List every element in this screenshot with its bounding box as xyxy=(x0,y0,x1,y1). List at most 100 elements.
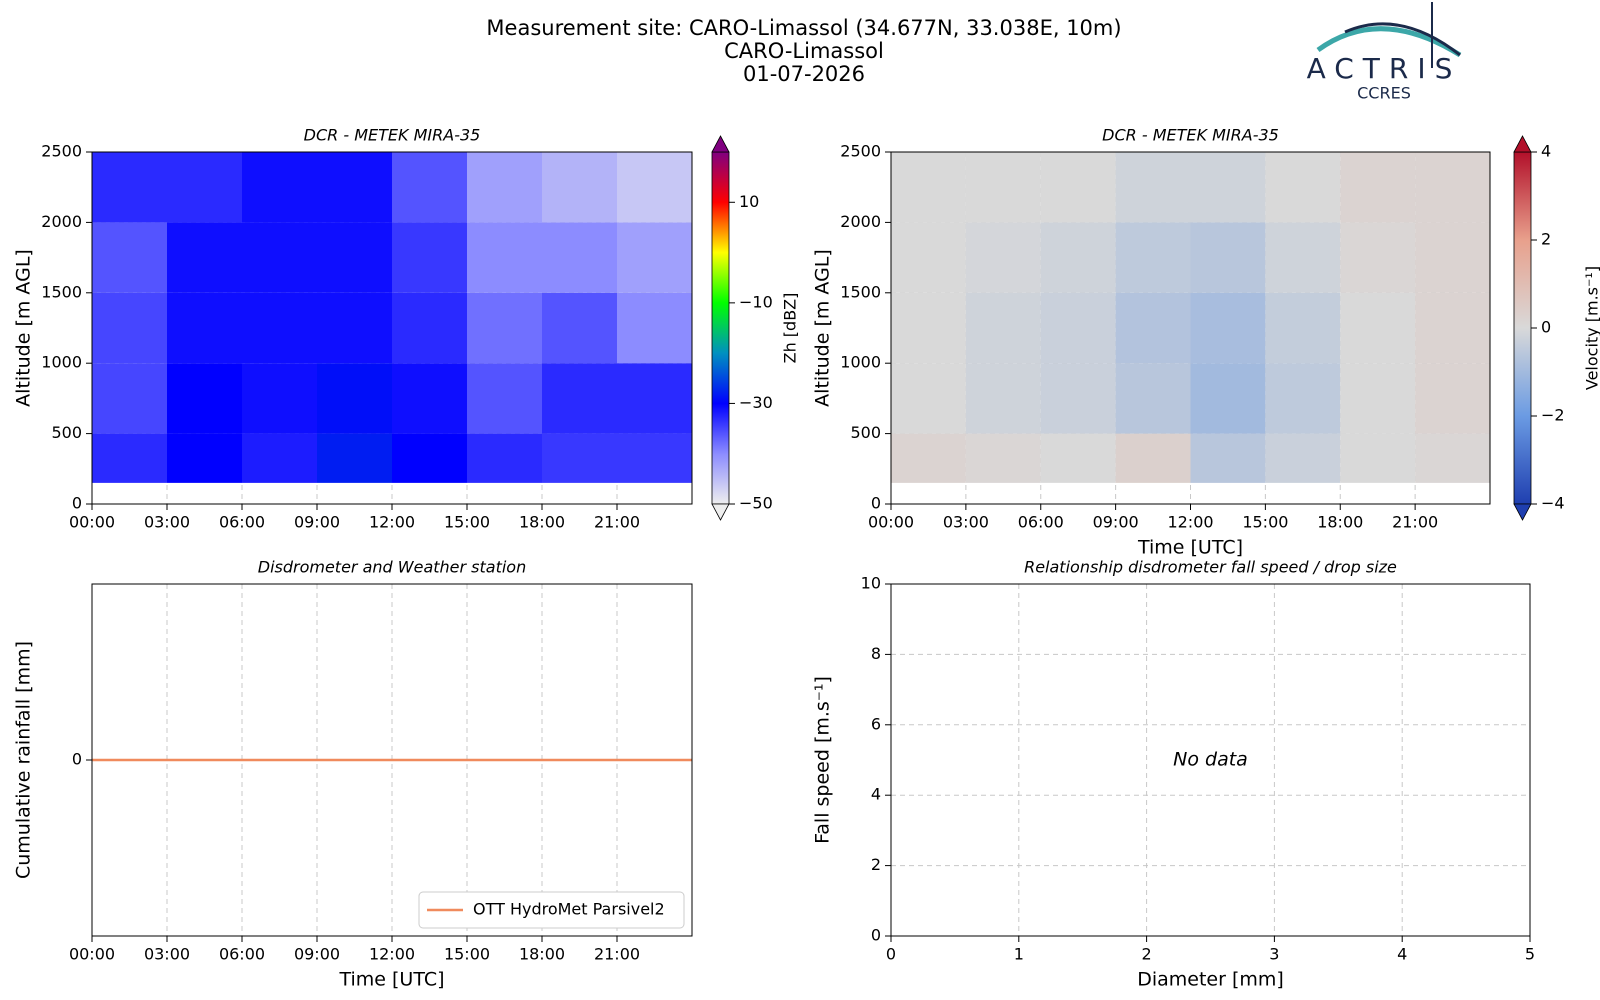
x-tick-label: 5 xyxy=(1525,945,1535,964)
colorbar-tick-label: −50 xyxy=(739,494,773,513)
heatmap-cell xyxy=(167,292,242,364)
x-tick-label: 09:00 xyxy=(294,945,340,964)
colorbar-tick-label: 4 xyxy=(1541,142,1551,161)
panel: Relationship disdrometer fall speed / dr… xyxy=(812,558,1536,991)
panel: DCR - METEK MIRA-35 00:00 03:00 06:00 09:00 1… xyxy=(13,126,800,532)
heatmap-cell xyxy=(1040,433,1116,483)
heatmap-cell xyxy=(92,222,167,293)
x-tick-label: 0 xyxy=(886,945,896,964)
heatmap-cell xyxy=(242,222,317,293)
logo-arc xyxy=(1344,22,1461,57)
x-tick-label: 03:00 xyxy=(144,945,190,964)
colorbar-tick-label: 2 xyxy=(1541,230,1551,249)
heatmap-cell xyxy=(965,222,1041,293)
heatmap-cell xyxy=(1190,363,1266,434)
x-tick-label: 12:00 xyxy=(369,513,415,532)
heatmap-cell xyxy=(1115,292,1191,364)
y-tick-label: 0 xyxy=(871,494,881,513)
y-axis-label: Altitude [m AGL] xyxy=(812,249,834,407)
y-tick-label: 2500 xyxy=(840,142,881,161)
heatmap-cell xyxy=(542,292,617,364)
heatmap-cell xyxy=(965,152,1041,223)
x-tick-label: 03:00 xyxy=(943,513,989,532)
heatmap-cell xyxy=(467,363,542,434)
logo-text: ACTRIS xyxy=(1307,52,1462,85)
y-axis-label: Fall speed [m.s⁻¹] xyxy=(812,676,834,844)
heatmap-cell xyxy=(167,363,242,434)
y-tick-label: 1500 xyxy=(840,282,881,301)
heatmap-cell xyxy=(167,222,242,293)
colorbar-extension xyxy=(1513,503,1532,521)
y-tick-label: 0 xyxy=(871,926,881,945)
y-tick-label: 2 xyxy=(871,855,881,874)
heatmap-cell xyxy=(242,363,317,434)
heatmap-cell xyxy=(1265,222,1341,293)
y-tick-label: 8 xyxy=(871,644,881,663)
x-tick-label: 18:00 xyxy=(519,513,565,532)
heatmap-cell xyxy=(92,433,167,483)
x-tick-label: 06:00 xyxy=(1018,513,1064,532)
x-tick-label: 3 xyxy=(1269,945,1279,964)
heatmap-cell xyxy=(1115,222,1191,293)
colorbar-tick-label: −4 xyxy=(1541,494,1565,513)
axes-frame xyxy=(91,151,693,505)
colorbar-label: Velocity [m.s⁻¹] xyxy=(1583,266,1600,390)
heatmap-cell xyxy=(1190,292,1266,364)
heatmap-cell xyxy=(92,152,167,223)
axes-frame xyxy=(91,583,693,937)
x-tick-label: 18:00 xyxy=(1317,513,1363,532)
y-tick-label: 500 xyxy=(51,423,82,442)
heatmap-cell xyxy=(1265,433,1341,483)
x-tick-label: 09:00 xyxy=(1093,513,1139,532)
heatmap-cell xyxy=(317,433,392,483)
heatmap-cell xyxy=(317,222,392,293)
heatmap-cell xyxy=(617,363,692,434)
panel-title: DCR - METEK MIRA-35 xyxy=(1102,126,1279,145)
colorbar-label: Zh [dBZ] xyxy=(781,293,800,364)
heatmap-cell xyxy=(92,363,167,434)
axes-frame xyxy=(890,583,1531,937)
heatmap-cell xyxy=(965,433,1041,483)
x-tick-label: 06:00 xyxy=(219,945,265,964)
colorbar-tick-label: 10 xyxy=(739,192,759,211)
heatmap-cell xyxy=(167,433,242,483)
heatmap-cell xyxy=(891,433,966,483)
colorbar-extension xyxy=(711,503,730,521)
heatmap-cell xyxy=(92,292,167,364)
heatmap-cell xyxy=(392,433,467,483)
heatmap-cell xyxy=(1115,363,1191,434)
heatmap-cell xyxy=(1340,292,1416,364)
heatmap-cell xyxy=(1415,222,1490,293)
x-tick-label: 21:00 xyxy=(594,945,640,964)
heatmap-cell xyxy=(242,152,317,223)
heatmap-cell xyxy=(1190,152,1266,223)
heatmap-cell xyxy=(317,363,392,434)
panel: Disdrometer and Weather station 00:00 03:0… xyxy=(13,558,693,991)
x-tick-label: 18:00 xyxy=(519,945,565,964)
figure-title: Measurement site: CARO-Limassol (34.677N… xyxy=(486,16,1121,40)
figure-date: 01-07-2026 xyxy=(743,62,865,86)
heatmap-cell xyxy=(317,152,392,223)
heatmap-cell xyxy=(1040,222,1116,293)
heatmap-cell xyxy=(467,152,542,223)
heatmap-cell xyxy=(1415,152,1490,223)
heatmap-cell xyxy=(242,433,317,483)
y-tick-label: 1500 xyxy=(41,282,82,301)
colorbar-extension xyxy=(1513,135,1532,153)
y-tick-label: 2000 xyxy=(41,212,82,231)
colorbar-tick-label: −10 xyxy=(739,292,773,311)
heatmap-cell xyxy=(1040,292,1116,364)
heatmap-cell xyxy=(1190,433,1266,483)
annotation: No data xyxy=(1173,749,1248,771)
x-tick-label: 15:00 xyxy=(444,513,490,532)
heatmap-cell xyxy=(542,363,617,434)
heatmap-cell xyxy=(891,222,966,293)
heatmap-cell xyxy=(1265,292,1341,364)
panel-title: Relationship disdrometer fall speed / dr… xyxy=(1024,558,1397,577)
x-axis-label: Time [UTC] xyxy=(338,969,444,991)
y-tick-label: 10 xyxy=(861,574,881,593)
heatmap-cell xyxy=(542,433,617,483)
colorbar-tick-label: −2 xyxy=(1541,406,1565,425)
heatmap-cell xyxy=(467,222,542,293)
colorbar xyxy=(1513,151,1532,505)
